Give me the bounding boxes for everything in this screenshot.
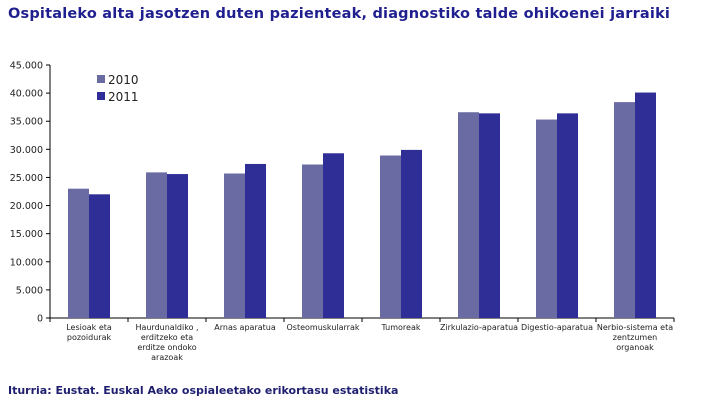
x-category-label: Nerbio-sistema eta zentzumen organoak	[597, 323, 673, 352]
bar-2010	[536, 119, 557, 318]
bar-2010	[146, 172, 167, 318]
legend-swatch-2010	[97, 75, 105, 83]
bar-2010	[302, 164, 323, 318]
bar-2011	[479, 113, 500, 319]
bar-2011	[89, 194, 110, 318]
y-tick-label: 40.000	[10, 89, 43, 100]
bar-2010	[68, 188, 89, 318]
bar-2011	[557, 113, 578, 319]
legend-label-2010: 2010	[108, 73, 139, 87]
x-category-label: Lesioak eta pozoidurak	[66, 323, 112, 342]
x-category-label: Tumoreak	[381, 323, 421, 332]
chart-title: Ospitaleko alta jasotzen duten pazientea…	[8, 6, 671, 22]
bar-2011	[635, 92, 656, 318]
legend: 2010 2011	[97, 73, 139, 104]
x-category-label: Zirkulazio-aparatua	[440, 323, 518, 332]
x-category-label: Osteomuskularrak	[286, 323, 359, 332]
y-tick-label: 10.000	[10, 257, 43, 268]
x-category-label: Digestio-aparatua	[521, 323, 593, 332]
y-tick-label: 0	[37, 314, 43, 325]
y-tick-label: 15.000	[10, 229, 43, 240]
y-axis: 0 5.000 10.000 15.000 20.000 25.000 30.000 35.0…	[10, 61, 51, 325]
y-tick-label: 5.000	[16, 285, 43, 296]
legend-label-2011: 2011	[108, 90, 139, 104]
bar-chart: 0 5.000 10.000 15.000 20.000 25.000 30.000 35.0…	[10, 61, 675, 362]
bar-2011	[323, 153, 344, 318]
bar-2010	[458, 112, 479, 318]
bar-2010	[224, 173, 245, 318]
y-tick-label: 20.000	[10, 201, 43, 212]
y-tick-label: 30.000	[10, 145, 43, 156]
y-tick-label: 25.000	[10, 173, 43, 184]
bar-2011	[245, 163, 266, 318]
bar-2011	[167, 174, 188, 318]
source-note: Iturria: Eustat. Euskal Aeko ospialeetak…	[8, 384, 399, 397]
bar-2010	[380, 155, 401, 318]
bar-2011	[401, 149, 422, 318]
x-category-label: Arnas aparatua	[214, 323, 276, 332]
bars-group	[68, 92, 656, 319]
x-axis: Lesioak eta pozoidurak Haurdunaldiko , erdi…	[49, 317, 675, 362]
y-tick-label: 35.000	[10, 117, 43, 128]
y-tick-label: 45.000	[10, 61, 43, 72]
x-category-label: Haurdunaldiko , erditzeko eta erditze ondo…	[135, 323, 198, 362]
bar-2010	[614, 102, 635, 319]
legend-swatch-2011	[97, 92, 105, 100]
